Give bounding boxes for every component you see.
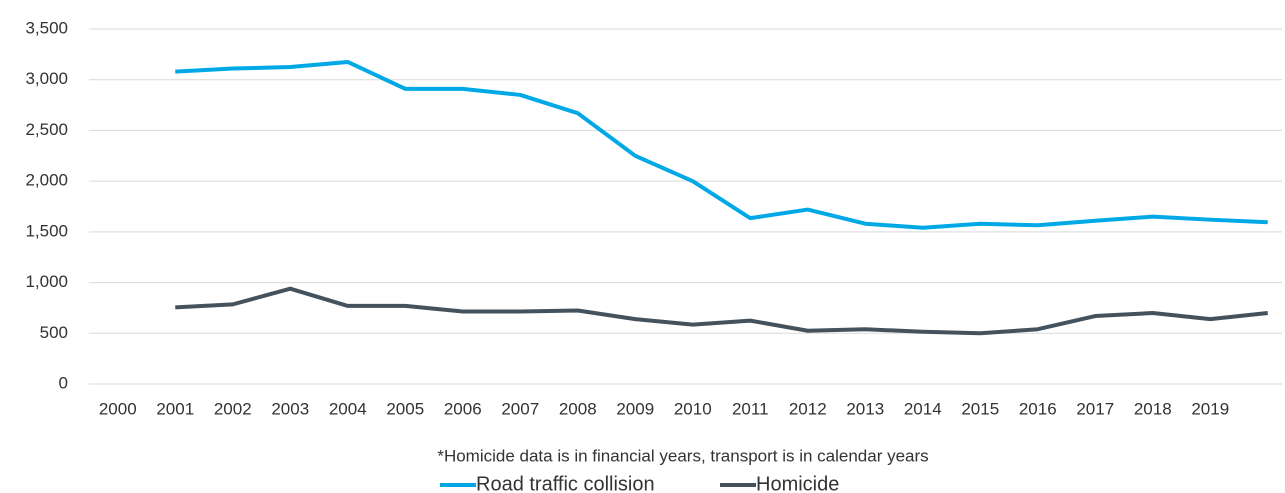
x-tick-label: 2019 — [1191, 399, 1229, 418]
footnote: *Homicide data is in financial years, tr… — [437, 446, 928, 465]
y-tick-label: 3,500 — [25, 18, 68, 37]
x-tick-label: 2010 — [674, 399, 712, 418]
x-tick-label: 2005 — [386, 399, 424, 418]
y-tick-label: 2,500 — [25, 120, 68, 139]
y-tick-label: 500 — [40, 323, 68, 342]
x-tick-label: 2001 — [156, 399, 194, 418]
x-tick-label: 2000 — [99, 399, 137, 418]
x-tick-label: 2004 — [329, 399, 367, 418]
x-tick-label: 2006 — [444, 399, 482, 418]
x-tick-label: 2015 — [961, 399, 999, 418]
x-tick-label: 2009 — [616, 399, 654, 418]
y-tick-label: 1,000 — [25, 272, 68, 291]
x-tick-label: 2007 — [501, 399, 539, 418]
y-tick-label: 2,000 — [25, 171, 68, 190]
series-line — [175, 59, 1268, 230]
x-tick-label: 2013 — [846, 399, 884, 418]
y-tick-label: 1,500 — [25, 221, 68, 240]
x-tick-label: 2008 — [559, 399, 597, 418]
x-tick-label: 2003 — [271, 399, 309, 418]
legend-label: Homicide — [756, 473, 839, 493]
x-tick-label: 2016 — [1019, 399, 1057, 418]
y-tick-label: 0 — [59, 373, 68, 392]
x-tick-label: 2012 — [789, 399, 827, 418]
x-tick-label: 2018 — [1134, 399, 1172, 418]
x-tick-label: 2014 — [904, 399, 942, 418]
legend-label: Road traffic collision — [476, 473, 655, 493]
x-tick-label: 2011 — [732, 399, 769, 418]
y-tick-label: 3,000 — [25, 69, 68, 88]
x-tick-label: 2017 — [1076, 399, 1114, 418]
x-tick-label: 2002 — [214, 399, 252, 418]
series-line — [175, 286, 1268, 336]
